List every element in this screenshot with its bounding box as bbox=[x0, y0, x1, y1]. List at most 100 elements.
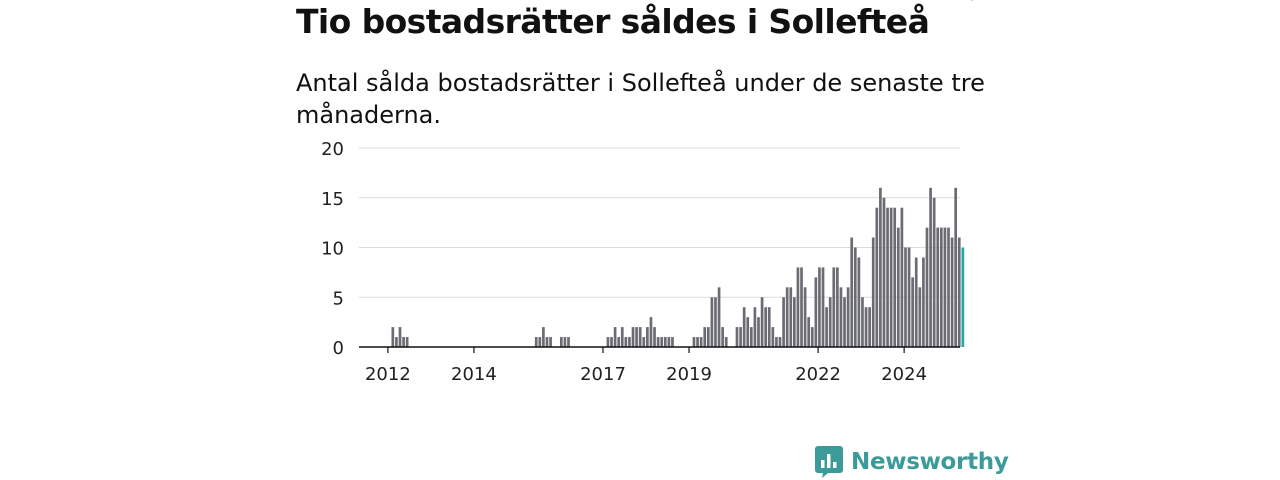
bar bbox=[663, 337, 667, 347]
bar bbox=[947, 227, 950, 347]
bar bbox=[617, 337, 621, 347]
x-axis-labels: 2012 2014 2017 2019 2022 2024 bbox=[365, 347, 927, 385]
bar bbox=[538, 337, 542, 347]
bar bbox=[671, 337, 674, 347]
bar-chart: 0 5 10 15 20 2012 2014 2017 2019 2022 2024 1010 bbox=[321, 0, 980, 385]
bar bbox=[746, 317, 750, 347]
y-tick-label: 15 bbox=[321, 189, 344, 210]
bars bbox=[391, 187, 965, 347]
bar bbox=[864, 307, 868, 347]
newsworthy-logo-icon bbox=[815, 446, 843, 478]
bar bbox=[760, 297, 764, 347]
bar bbox=[839, 287, 843, 347]
bar bbox=[782, 297, 785, 347]
bar bbox=[904, 247, 907, 347]
bar bbox=[932, 197, 936, 347]
bar bbox=[954, 187, 958, 347]
bar bbox=[559, 337, 563, 347]
bar bbox=[749, 327, 753, 347]
bar bbox=[818, 267, 821, 347]
bar bbox=[846, 287, 850, 347]
bar bbox=[936, 227, 940, 347]
bar bbox=[911, 277, 914, 347]
bar bbox=[893, 207, 897, 347]
brand-name: Newsworthy bbox=[851, 449, 1009, 475]
bar bbox=[850, 237, 854, 347]
bar bbox=[889, 207, 893, 347]
bar bbox=[907, 247, 911, 347]
bar bbox=[402, 337, 405, 347]
x-tick-label: 2022 bbox=[795, 364, 841, 385]
bar bbox=[922, 257, 925, 347]
bar bbox=[843, 297, 846, 347]
bar bbox=[950, 237, 954, 347]
bar bbox=[821, 267, 825, 347]
bar bbox=[631, 327, 635, 347]
x-tick-label: 2019 bbox=[666, 364, 712, 385]
bar bbox=[836, 267, 839, 347]
bar bbox=[567, 337, 570, 347]
bar bbox=[703, 327, 707, 347]
bar bbox=[628, 337, 631, 347]
bar bbox=[764, 307, 768, 347]
bar bbox=[735, 327, 739, 347]
newsworthy-brand: Newsworthy bbox=[815, 446, 1009, 478]
bar bbox=[814, 277, 818, 347]
bar bbox=[943, 227, 947, 347]
x-tick-label: 2014 bbox=[451, 364, 497, 385]
bar bbox=[896, 227, 900, 347]
bar bbox=[613, 327, 617, 347]
bar bbox=[395, 337, 398, 347]
bar bbox=[667, 337, 671, 347]
bar bbox=[875, 207, 879, 347]
bar bbox=[882, 197, 886, 347]
bar bbox=[405, 337, 409, 347]
chart-title: Tio bostadsrätter såldes i Sollefteå bbox=[296, 2, 930, 41]
bar bbox=[549, 337, 552, 347]
chart-subtitle: Antal sålda bostadsrätter i Sollefteå un… bbox=[296, 69, 985, 129]
bar bbox=[800, 267, 803, 347]
bar bbox=[642, 337, 646, 347]
bar bbox=[757, 317, 760, 347]
bar bbox=[939, 227, 943, 347]
bar bbox=[775, 337, 778, 347]
bar bbox=[753, 307, 757, 347]
bar bbox=[717, 287, 721, 347]
bar bbox=[653, 327, 656, 347]
bar bbox=[871, 237, 875, 347]
bar bbox=[706, 327, 710, 347]
bar bbox=[925, 227, 929, 347]
bar bbox=[785, 287, 789, 347]
y-tick-label: 20 bbox=[321, 139, 344, 160]
bar bbox=[825, 307, 828, 347]
bar bbox=[660, 337, 664, 347]
bar bbox=[918, 287, 922, 347]
bar bbox=[778, 337, 782, 347]
bar bbox=[635, 327, 638, 347]
bar bbox=[957, 237, 961, 347]
bar bbox=[606, 337, 610, 347]
bar bbox=[807, 317, 811, 347]
bar bbox=[900, 207, 904, 347]
gridlines bbox=[359, 147, 960, 298]
bar bbox=[793, 297, 796, 347]
bar bbox=[832, 267, 836, 347]
bar bbox=[879, 187, 882, 347]
bar bbox=[542, 327, 545, 347]
y-tick-label: 0 bbox=[333, 338, 344, 359]
bar bbox=[696, 337, 699, 347]
bar bbox=[692, 337, 696, 347]
bar bbox=[610, 337, 613, 347]
bar bbox=[534, 337, 538, 347]
bar bbox=[739, 327, 742, 347]
bar bbox=[810, 327, 814, 347]
bar bbox=[545, 337, 549, 347]
bar bbox=[803, 287, 807, 347]
bar bbox=[796, 267, 800, 347]
last-value-annotation: 1010 bbox=[953, 0, 980, 7]
annotation-label: 10 bbox=[955, 0, 978, 5]
bar bbox=[868, 307, 871, 347]
bar bbox=[624, 337, 628, 347]
bar bbox=[857, 257, 861, 347]
bar bbox=[853, 247, 857, 347]
